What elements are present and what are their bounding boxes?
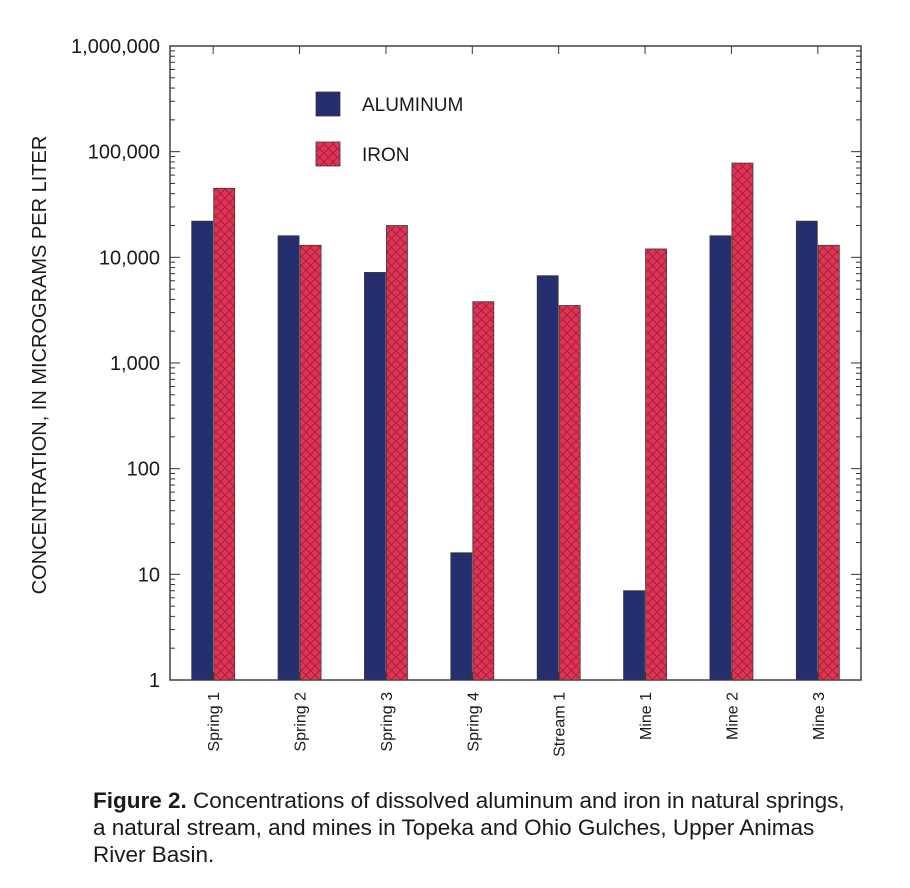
caption-text: Concentrations of dissolved aluminum and… xyxy=(93,788,845,867)
bar-aluminum-spring-4 xyxy=(450,552,473,681)
legend-swatch-iron xyxy=(315,141,341,167)
y-tick-label: 100 xyxy=(127,459,160,481)
bar-iron-mine-2 xyxy=(731,162,754,681)
y-tick-label: 10,000 xyxy=(99,247,160,269)
x-tick-label: Spring 2 xyxy=(293,692,310,752)
caption-label: Figure 2. xyxy=(93,788,187,813)
bar-aluminum-spring-1 xyxy=(191,220,214,681)
x-tick-label: Mine 1 xyxy=(638,692,655,740)
figure-caption: Figure 2. Concentrations of dissolved al… xyxy=(93,787,853,868)
bar-iron-spring-3 xyxy=(386,225,408,681)
x-tick-label: Stream 1 xyxy=(552,692,569,757)
plot-border xyxy=(169,45,862,681)
bar-iron-spring-4 xyxy=(472,301,495,681)
bar-iron-spring-1 xyxy=(213,187,236,681)
bar-iron-mine-1 xyxy=(645,248,667,681)
legend-label-iron: IRON xyxy=(362,145,410,166)
plot-frame xyxy=(169,45,862,681)
x-tick-label: Mine 3 xyxy=(811,692,828,740)
axis-ticks xyxy=(170,45,861,681)
y-tick-labels: 1 10 100 1,000 10,000 100,000 1,000,000 xyxy=(71,36,160,692)
bar-aluminum-spring-2 xyxy=(277,235,300,681)
y-tick-label: 10 xyxy=(138,564,160,586)
x-tick-label: Spring 4 xyxy=(465,692,482,752)
x-tick-labels: Spring 1 Spring 2 Spring 3 Spring 4 Stream 1… xyxy=(206,692,828,757)
y-tick-label: 100,000 xyxy=(88,142,160,164)
bar-iron-mine-3 xyxy=(817,244,840,681)
x-tick-label: Mine 2 xyxy=(724,692,741,740)
legend-swatch-aluminum xyxy=(315,91,341,117)
bar-aluminum-mine-2 xyxy=(709,235,732,681)
x-tick-label: Spring 3 xyxy=(379,692,396,752)
bar-iron-stream-1 xyxy=(558,305,581,681)
bar-aluminum-spring-3 xyxy=(364,272,386,681)
x-tick-label: Spring 1 xyxy=(206,692,223,752)
bar-iron-spring-2 xyxy=(299,244,322,681)
bars xyxy=(191,162,840,681)
bar-aluminum-stream-1 xyxy=(536,275,559,681)
legend-label-aluminum: ALUMINUM xyxy=(362,95,463,116)
bar-aluminum-mine-3 xyxy=(795,220,818,681)
y-tick-label: 1,000 xyxy=(110,353,160,375)
y-tick-label: 1,000,000 xyxy=(71,36,160,58)
y-axis-title: CONCENTRATION, IN MICROGRAMS PER LITER xyxy=(29,136,51,595)
bar-aluminum-mine-1 xyxy=(623,590,645,681)
legend: ALUMINUM IRON xyxy=(315,91,463,167)
y-tick-label: 1 xyxy=(149,670,160,692)
